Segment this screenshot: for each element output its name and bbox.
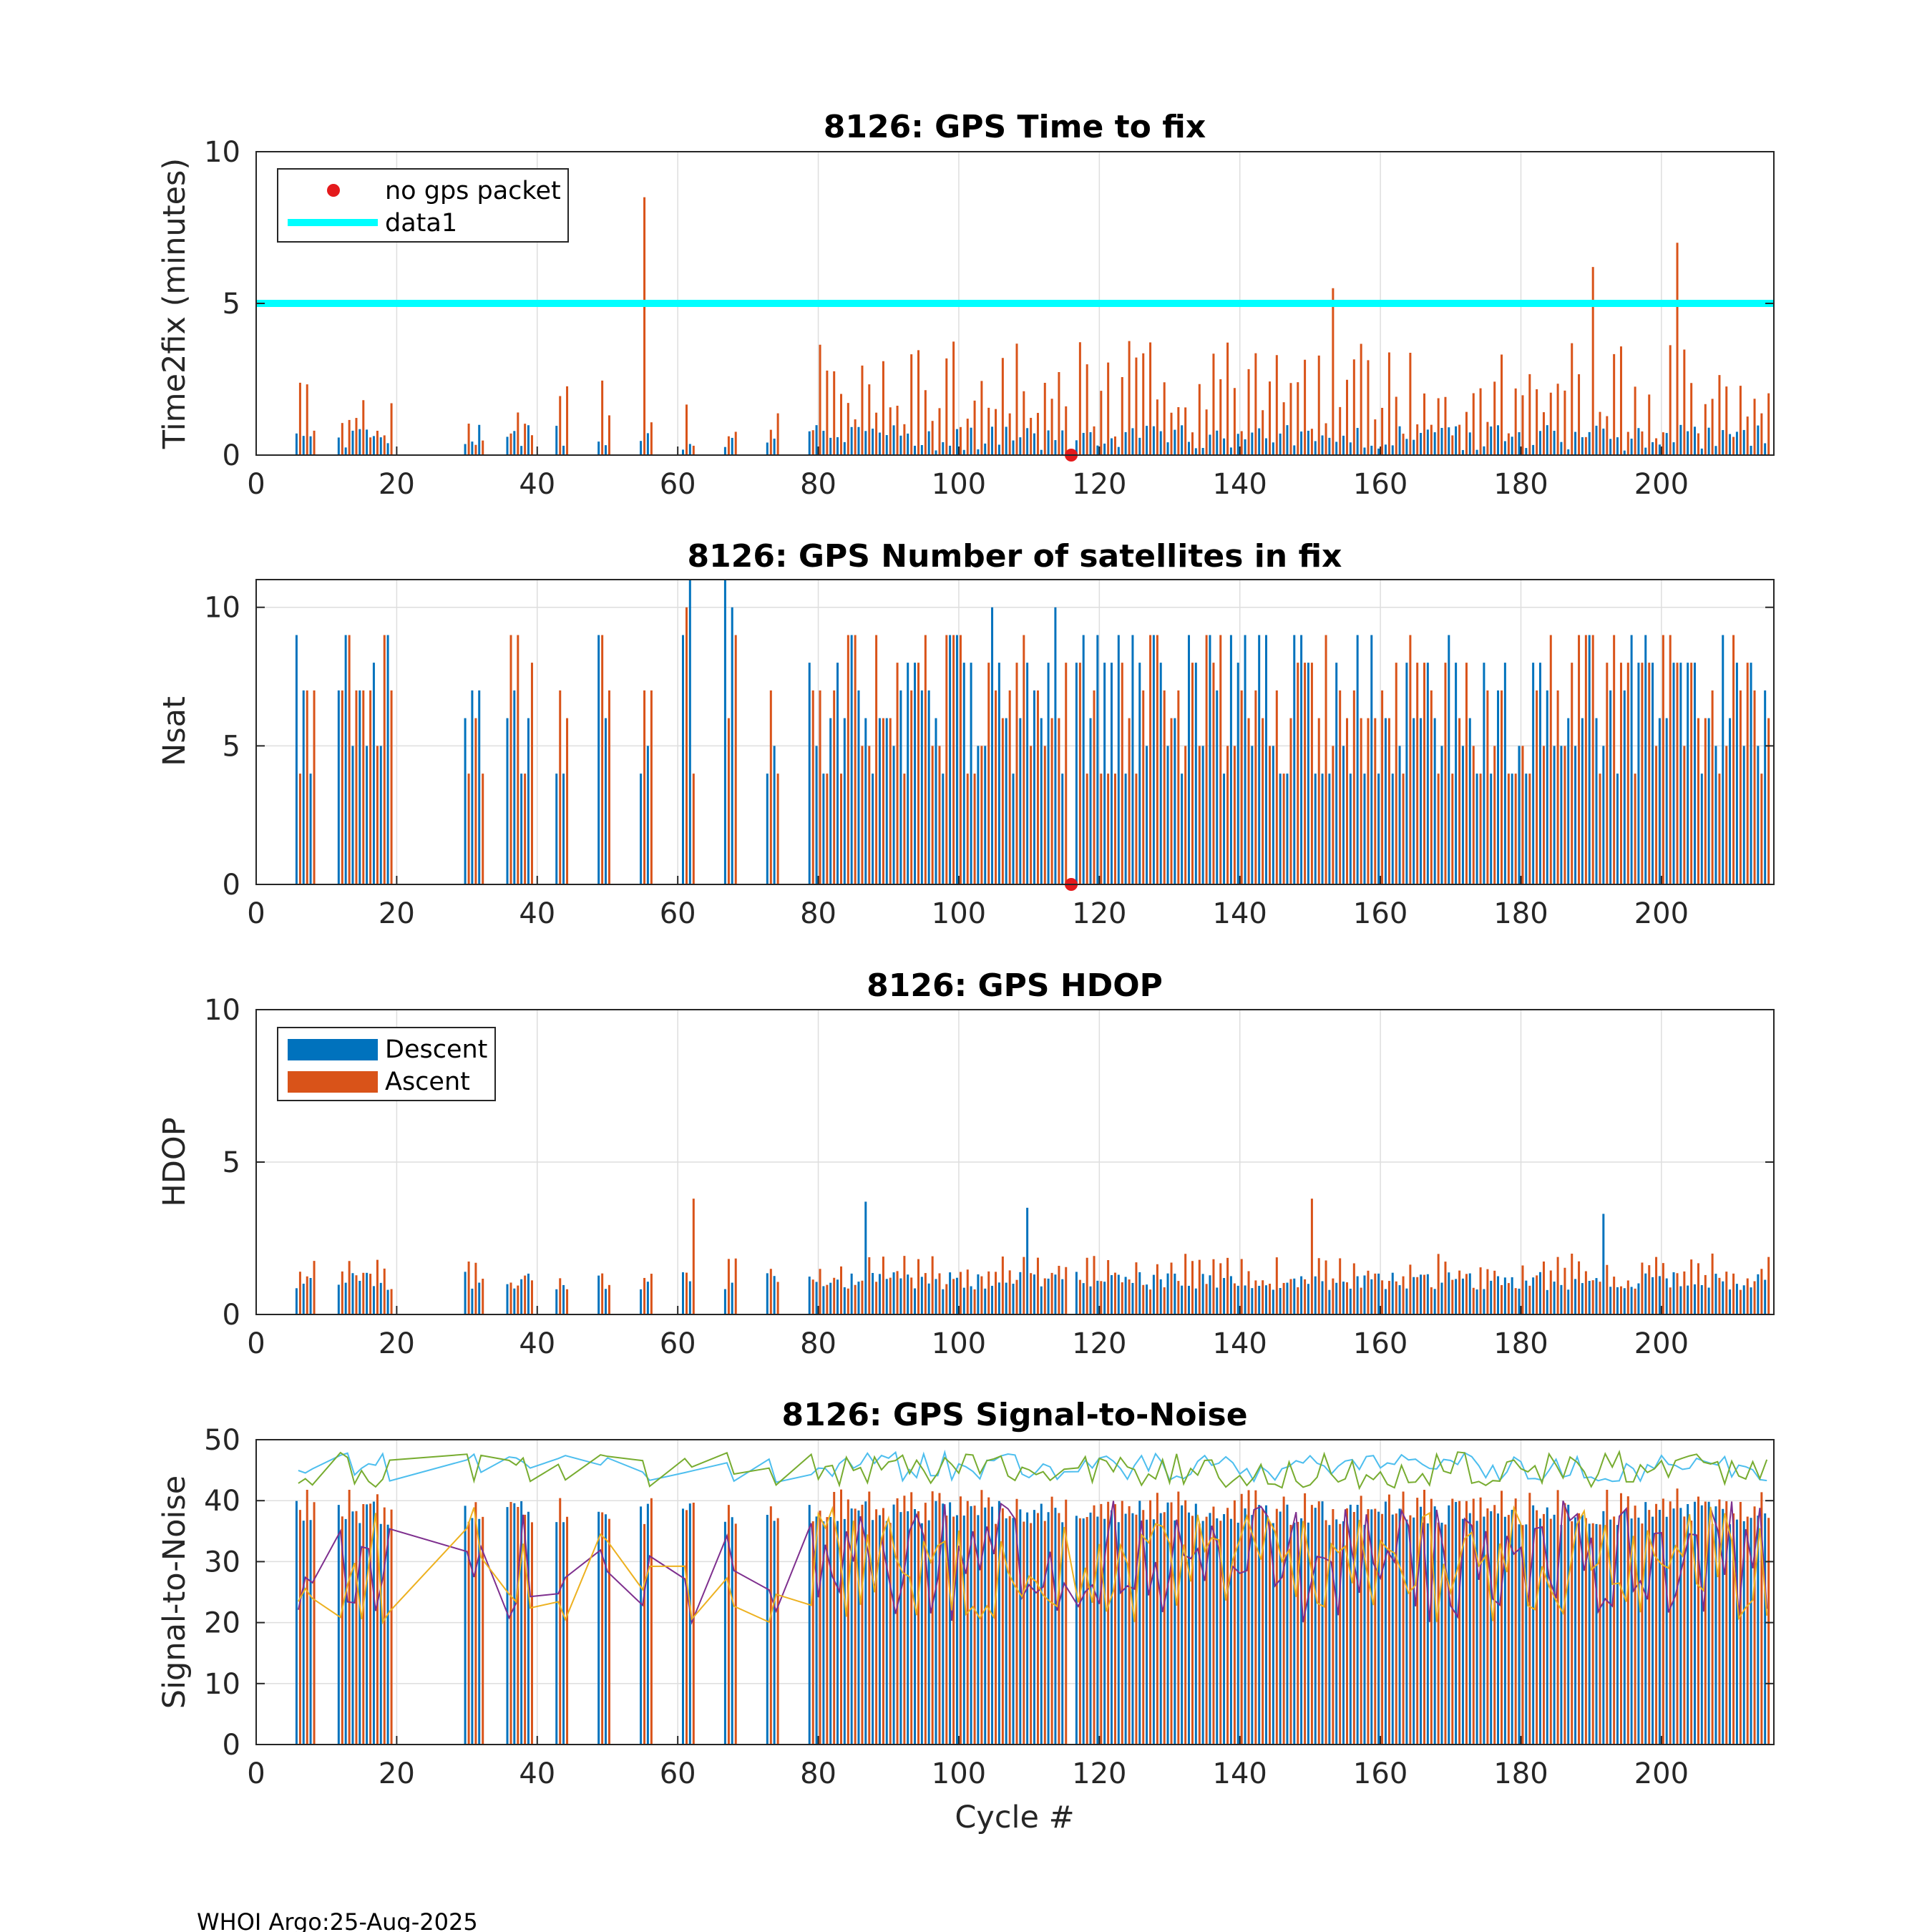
x-tick-label: 20 [379, 468, 415, 501]
panel4-xlabel: Cycle # [955, 1800, 1074, 1835]
y-tick-label: 20 [204, 1607, 240, 1640]
x-tick-label: 140 [1213, 897, 1267, 930]
y-tick-label: 40 [204, 1485, 240, 1518]
x-tick-label: 100 [932, 468, 986, 501]
y-tick-label: 10 [204, 136, 240, 169]
x-tick-label: 40 [519, 468, 555, 501]
x-tick-label: 160 [1353, 1327, 1407, 1360]
x-tick-label: 120 [1072, 468, 1126, 501]
legend-no-gps-label: no gps packet [385, 177, 561, 205]
x-tick-label: 0 [247, 468, 265, 501]
panel4-axes-box [255, 1439, 1775, 1745]
panel2-ticks: 0 20 40 60 80 100 120 140 160 180 200 0 5 10 [204, 592, 1774, 930]
x-tick-label: 200 [1634, 1327, 1689, 1360]
x-tick-label: 20 [379, 897, 415, 930]
x-tick-label: 0 [247, 1327, 265, 1360]
x-tick-label: 60 [660, 1327, 696, 1360]
x-tick-label: 0 [247, 897, 265, 930]
y-tick-label: 5 [223, 730, 240, 763]
x-tick-label: 20 [379, 1327, 415, 1360]
x-tick-label: 120 [1072, 1327, 1126, 1360]
x-tick-label: 40 [519, 1757, 555, 1790]
panel1-ylabel: Time2fix (minutes) [157, 158, 192, 449]
legend-data1-label: data1 [385, 209, 457, 238]
snr-series-line [297, 1501, 1768, 1625]
x-tick-label: 120 [1072, 897, 1126, 930]
panel1-legend-box [277, 168, 569, 243]
panel4-marks [295, 1449, 1770, 1745]
y-tick-label: 50 [204, 1424, 240, 1457]
y-tick-label: 10 [204, 1668, 240, 1701]
legend-descent-label: Descent [385, 1035, 487, 1064]
y-tick-label: 10 [204, 592, 240, 625]
x-tick-label: 40 [519, 897, 555, 930]
panel2-ylabel: Nsat [157, 696, 192, 766]
panel4-ylabel: Signal-to-Noise [157, 1475, 192, 1709]
x-tick-label: 180 [1493, 1327, 1548, 1360]
x-tick-label: 160 [1353, 897, 1407, 930]
legend-no-gps-marker [327, 184, 340, 197]
y-tick-label: 30 [204, 1546, 240, 1579]
x-tick-label: 100 [932, 1327, 986, 1360]
snr-series-line [298, 1505, 1768, 1625]
panel2-axes-box [255, 579, 1775, 885]
panel-snr: 8126: GPS Signal-to-Noise 0 20 40 60 80 100 12… [157, 1397, 1775, 1835]
snr-series-line [298, 1449, 1767, 1483]
y-tick-label: 0 [223, 1299, 240, 1332]
x-tick-label: 140 [1213, 468, 1267, 501]
x-tick-label: 140 [1213, 1757, 1267, 1790]
panel4-ticks: 0 20 40 60 80 100 120 140 160 180 200 0 10 20 30 40 50 [204, 1424, 1774, 1790]
panel3-title: 8126: GPS HDOP [867, 967, 1163, 1004]
y-tick-label: 5 [223, 1146, 240, 1179]
legend-ascent-swatch [288, 1071, 378, 1093]
x-tick-label: 60 [660, 1757, 696, 1790]
panel1-ticks: 0 20 40 60 80 100 120 140 160 180 200 0 5 10 [204, 136, 1774, 501]
y-tick-label: 10 [204, 994, 240, 1027]
x-tick-label: 100 [932, 1757, 986, 1790]
x-tick-label: 100 [932, 897, 986, 930]
snr-series-line [298, 1450, 1768, 1491]
panel2-marks [295, 580, 1770, 891]
x-tick-label: 0 [247, 1757, 265, 1790]
x-tick-label: 200 [1634, 897, 1689, 930]
panel-hdop: 8126: GPS HDOP 0 20 40 60 80 100 120 140 160 180 2… [157, 967, 1775, 1360]
x-tick-label: 80 [800, 1327, 836, 1360]
panel1-legend: no gps packet data1 [277, 168, 569, 243]
panel1-title: 8126: GPS Time to fix [824, 109, 1206, 145]
x-tick-label: 60 [660, 897, 696, 930]
panel3-marks [295, 1199, 1770, 1314]
x-tick-label: 60 [660, 468, 696, 501]
x-tick-label: 80 [800, 468, 836, 501]
x-tick-label: 40 [519, 1327, 555, 1360]
x-tick-label: 20 [379, 1757, 415, 1790]
x-tick-label: 200 [1634, 1757, 1689, 1790]
panel3-ylabel: HDOP [157, 1117, 192, 1206]
y-tick-label: 0 [223, 439, 240, 472]
panel3-ticks: 0 20 40 60 80 100 120 140 160 180 200 0 5 10 [204, 994, 1774, 1360]
x-tick-label: 80 [800, 897, 836, 930]
panel1-marks [256, 197, 1774, 462]
y-tick-label: 5 [223, 288, 240, 321]
x-tick-label: 120 [1072, 1757, 1126, 1790]
footer-stamp: WHOI Argo:25-Aug-2025 [197, 1908, 478, 1932]
panel4-title: 8126: GPS Signal-to-Noise [781, 1397, 1247, 1433]
legend-ascent-label: Ascent [385, 1068, 470, 1096]
x-tick-label: 160 [1353, 468, 1407, 501]
legend-descent-swatch [288, 1039, 378, 1060]
y-tick-label: 0 [223, 869, 240, 902]
x-tick-label: 200 [1634, 468, 1689, 501]
y-tick-label: 0 [223, 1729, 240, 1762]
x-tick-label: 80 [800, 1757, 836, 1790]
x-tick-label: 180 [1493, 468, 1548, 501]
x-tick-label: 160 [1353, 1757, 1407, 1790]
panel-nsat: 8126: GPS Number of satellites in fix 0 2… [157, 538, 1775, 930]
panel3-legend: Descent Ascent [277, 1027, 496, 1101]
panel-time-to-fix: 8126: GPS Time to fix 0 20 40 60 80 100 120 140… [157, 109, 1775, 501]
panel2-title: 8126: GPS Number of satellites in fix [688, 538, 1342, 575]
x-tick-label: 180 [1493, 1757, 1548, 1790]
x-tick-label: 180 [1493, 897, 1548, 930]
x-tick-label: 140 [1213, 1327, 1267, 1360]
